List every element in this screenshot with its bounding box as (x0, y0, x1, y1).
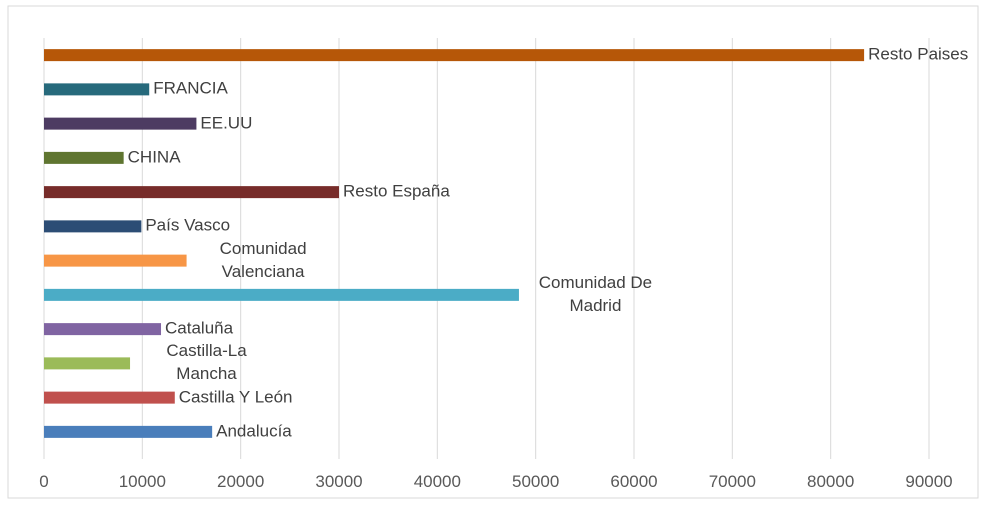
x-tick-label: 50000 (512, 472, 559, 491)
bar (44, 83, 150, 96)
category-label: Resto España (343, 181, 450, 201)
x-tick-label: 30000 (315, 472, 362, 491)
bar (44, 391, 175, 404)
category-label: Cataluña (165, 318, 234, 338)
x-tick-label: 0 (39, 472, 48, 491)
category-label: Comunidad De Madrid (538, 272, 653, 315)
category-label: CHINA (127, 147, 181, 167)
x-tick-label: 20000 (217, 472, 264, 491)
x-tick-label: 90000 (905, 472, 952, 491)
x-tick-label: 70000 (709, 472, 756, 491)
bar (44, 186, 339, 199)
category-label: Castilla-La Mancha (166, 341, 247, 384)
x-tick-label: 10000 (119, 472, 166, 491)
bar (44, 220, 142, 233)
category-label: Andalucía (216, 421, 292, 441)
bar (44, 49, 865, 62)
bar (44, 288, 519, 301)
bar (44, 323, 162, 336)
bar (44, 254, 187, 267)
bar (44, 425, 213, 438)
bar (44, 357, 131, 370)
category-label: Resto Paises (868, 44, 969, 64)
category-label: Comunidad Valenciana (219, 238, 307, 281)
category-label: País Vasco (145, 215, 231, 235)
x-tick-label: 60000 (610, 472, 657, 491)
bar (44, 151, 124, 164)
category-label: EE.UU (200, 113, 253, 133)
x-tick-label: 80000 (807, 472, 854, 491)
category-label: FRANCIA (153, 78, 228, 98)
x-tick-label: 40000 (414, 472, 461, 491)
category-label: Castilla Y León (178, 387, 293, 407)
bar (44, 117, 197, 130)
chart-border (7, 5, 979, 499)
